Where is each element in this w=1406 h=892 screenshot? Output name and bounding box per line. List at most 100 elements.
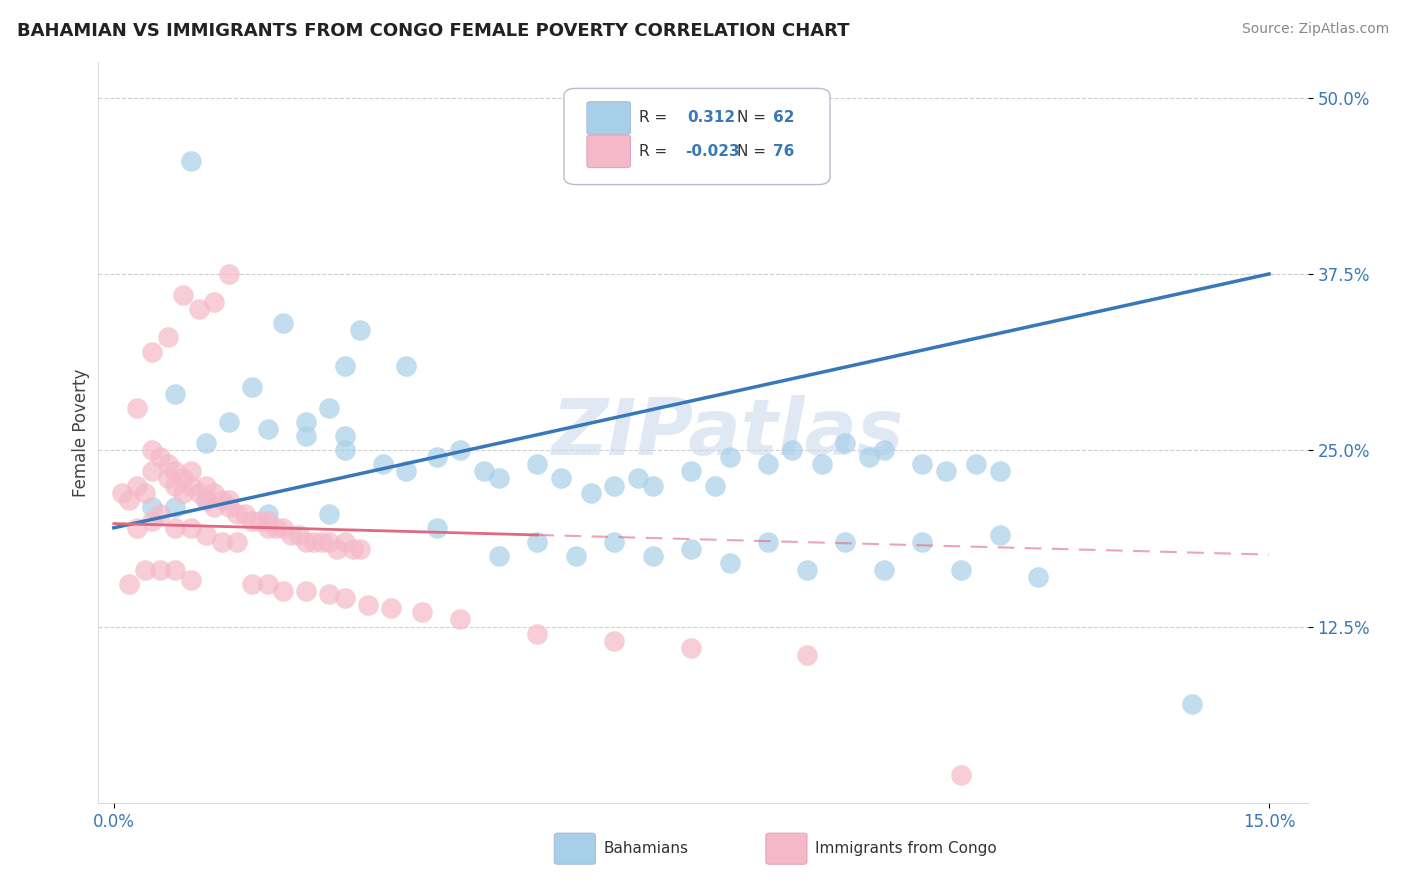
Point (165, 500, 187, 514)
FancyBboxPatch shape (586, 135, 630, 168)
Point (834, 535, 856, 549)
Point (202, 500, 225, 514)
Point (526, 535, 548, 549)
Point (641, 549, 664, 563)
Text: Source: ZipAtlas.com: Source: ZipAtlas.com (1241, 22, 1389, 37)
Point (280, 528, 302, 542)
Point (257, 507, 280, 521)
Point (271, 521, 294, 535)
Point (187, 302, 209, 317)
Point (202, 295, 225, 310)
Point (873, 563, 896, 577)
Point (395, 359, 418, 373)
Point (165, 563, 187, 577)
Point (950, 563, 973, 577)
Point (626, 471, 648, 485)
Point (118, 577, 141, 591)
Point (318, 535, 340, 549)
Point (180, 573, 202, 587)
Point (965, 458, 987, 472)
Point (703, 478, 725, 492)
Text: BAHAMIAN VS IMMIGRANTS FROM CONGO FEMALE POVERTY CORRELATION CHART: BAHAMIAN VS IMMIGRANTS FROM CONGO FEMALE… (17, 22, 849, 40)
Point (287, 528, 309, 542)
Point (681, 541, 703, 556)
Point (718, 556, 741, 570)
Text: 62: 62 (773, 111, 794, 126)
Point (218, 500, 240, 514)
Point (226, 507, 249, 521)
Point (242, 514, 264, 528)
Point (426, 450, 449, 465)
Point (349, 541, 371, 556)
Point (257, 577, 280, 591)
Text: 0.312: 0.312 (688, 111, 735, 126)
Point (156, 330, 179, 344)
Point (211, 535, 233, 549)
Point (603, 633, 626, 648)
Point (295, 584, 318, 599)
Point (180, 154, 202, 169)
Text: R =: R = (638, 144, 668, 159)
Point (257, 514, 280, 528)
Point (796, 648, 818, 662)
Point (141, 344, 163, 359)
Point (603, 478, 626, 492)
Point (233, 507, 256, 521)
Point (911, 535, 934, 549)
Point (141, 443, 163, 458)
Point (357, 599, 380, 613)
Point (202, 485, 225, 500)
FancyBboxPatch shape (586, 102, 630, 135)
Point (796, 563, 818, 577)
Point (988, 528, 1011, 542)
Point (134, 563, 156, 577)
Point (488, 471, 510, 485)
Point (156, 458, 179, 472)
Point (488, 549, 510, 563)
Point (118, 492, 141, 507)
Point (271, 316, 294, 330)
Point (149, 507, 172, 521)
Point (318, 587, 340, 601)
Point (342, 541, 364, 556)
Point (271, 584, 294, 599)
Text: -0.023: -0.023 (685, 144, 740, 159)
Point (1181, 697, 1204, 711)
Point (411, 606, 433, 620)
Point (758, 535, 780, 549)
FancyBboxPatch shape (564, 88, 830, 185)
Point (211, 492, 233, 507)
Point (295, 415, 318, 429)
FancyBboxPatch shape (554, 833, 595, 864)
Point (472, 464, 495, 478)
Point (373, 458, 395, 472)
Point (165, 464, 187, 478)
Point (195, 436, 218, 450)
Point (218, 267, 240, 281)
Text: 76: 76 (773, 144, 794, 159)
Text: ZIPatlas: ZIPatlas (551, 394, 903, 471)
Point (326, 541, 349, 556)
Point (165, 387, 187, 401)
Point (395, 464, 418, 478)
Point (526, 458, 548, 472)
Point (988, 464, 1011, 478)
Point (911, 458, 934, 472)
Point (242, 380, 264, 394)
Point (302, 535, 325, 549)
Point (449, 612, 471, 626)
Point (780, 443, 803, 458)
Point (333, 535, 356, 549)
Point (349, 323, 371, 337)
FancyBboxPatch shape (766, 833, 807, 864)
Point (141, 514, 163, 528)
Point (318, 401, 340, 415)
Text: R =: R = (638, 111, 668, 126)
Point (165, 478, 187, 492)
Point (935, 464, 957, 478)
Point (295, 429, 318, 443)
Point (242, 577, 264, 591)
Point (172, 485, 194, 500)
Point (950, 767, 973, 781)
Point (858, 450, 880, 465)
